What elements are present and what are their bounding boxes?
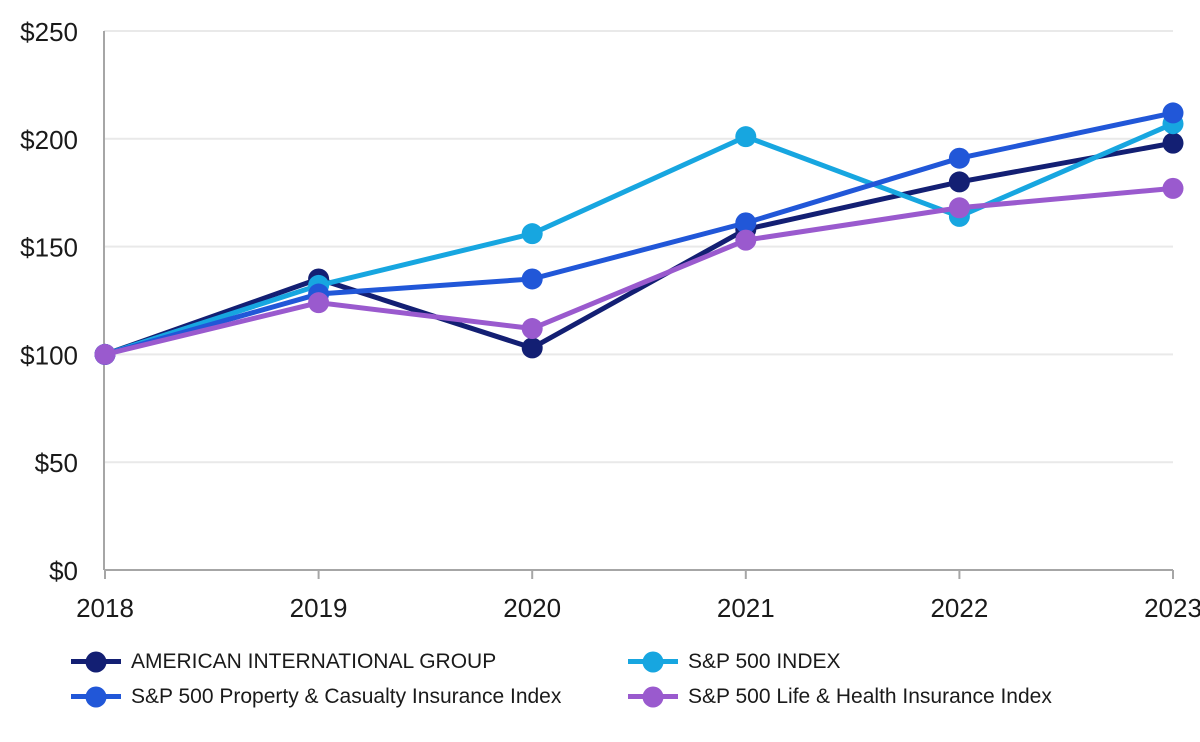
x-tick-label: 2023 xyxy=(1144,593,1200,623)
data-point xyxy=(735,212,757,234)
y-tick-label: $0 xyxy=(49,556,78,586)
data-point xyxy=(521,337,543,359)
series-line-3 xyxy=(104,185,1174,357)
y-tick-label: $100 xyxy=(20,340,78,370)
y-tick-label: $50 xyxy=(35,448,78,478)
legend-label: S&P 500 Property & Casualty Insurance In… xyxy=(131,684,562,708)
data-point xyxy=(94,343,116,365)
x-tick-label: 2021 xyxy=(717,593,775,623)
data-point xyxy=(1162,102,1184,124)
series-line-1 xyxy=(104,121,1174,357)
data-point xyxy=(1162,177,1184,199)
data-point xyxy=(948,171,970,193)
legend-label: S&P 500 INDEX xyxy=(688,649,841,673)
legend-label: S&P 500 Life & Health Insurance Index xyxy=(688,684,1052,708)
legend-item-sp500-lh: S&P 500 Life & Health Insurance Index xyxy=(628,679,1052,714)
legend-item-sp500-pc: S&P 500 Property & Casualty Insurance In… xyxy=(71,679,628,714)
data-point xyxy=(948,197,970,219)
chart-legend: AMERICAN INTERNATIONAL GROUP S&P 500 IND… xyxy=(71,644,1052,714)
x-tick-label: 2022 xyxy=(930,593,988,623)
data-point xyxy=(521,223,543,245)
data-point xyxy=(521,268,543,290)
legend-item-sp500: S&P 500 INDEX xyxy=(628,644,1052,679)
data-point xyxy=(1162,132,1184,154)
y-tick-label: $150 xyxy=(20,233,78,263)
legend-marker-dot xyxy=(85,651,107,672)
x-tick-label: 2020 xyxy=(503,593,561,623)
y-tick-label: $200 xyxy=(20,125,78,155)
legend-label: AMERICAN INTERNATIONAL GROUP xyxy=(131,649,497,673)
legend-marker-dot xyxy=(642,651,664,672)
data-point xyxy=(735,229,757,251)
series-line-0 xyxy=(104,140,1174,357)
y-tick-label: $250 xyxy=(20,17,78,47)
legend-marker-line xyxy=(628,651,678,672)
legend-marker-dot xyxy=(85,686,107,707)
legend-marker-line xyxy=(71,686,121,707)
legend-marker-dot xyxy=(642,686,664,707)
data-point xyxy=(308,292,330,314)
data-point xyxy=(521,318,543,340)
legend-marker-line xyxy=(71,651,121,672)
data-point xyxy=(735,126,757,148)
legend-item-aig: AMERICAN INTERNATIONAL GROUP xyxy=(71,644,628,679)
x-tick-label: 2019 xyxy=(290,593,348,623)
x-tick-label: 2018 xyxy=(76,593,134,623)
series-line-2 xyxy=(104,110,1174,357)
data-point xyxy=(948,147,970,169)
legend-marker-line xyxy=(628,686,678,707)
